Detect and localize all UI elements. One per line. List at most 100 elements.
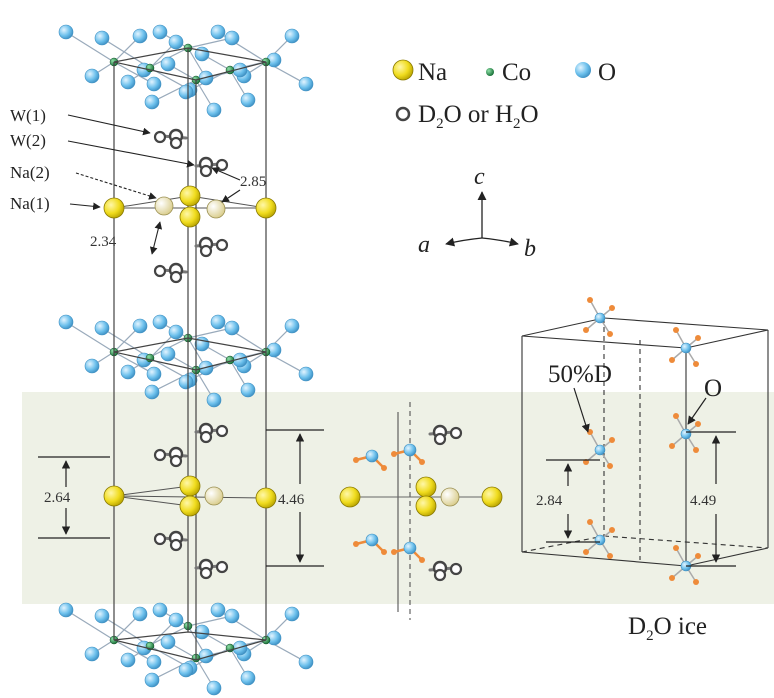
na-atom xyxy=(179,206,201,228)
distance-label: 2.84 xyxy=(536,493,563,509)
legend-na-label: Na xyxy=(418,59,447,86)
co-o-bond xyxy=(170,643,197,659)
distance-label: 4.46 xyxy=(278,492,305,508)
o-atom xyxy=(210,602,226,618)
water-deuterium xyxy=(433,432,447,446)
o-atom xyxy=(206,392,222,408)
co-o-bond xyxy=(187,47,205,76)
dimension-2-64 xyxy=(38,456,110,539)
o-atom xyxy=(206,680,222,696)
d2o-ice-cell xyxy=(521,317,769,567)
o-atom xyxy=(240,92,256,108)
na-atom xyxy=(103,485,125,507)
coo2-layer-middle xyxy=(58,314,314,408)
distance-label: 2.34 xyxy=(90,234,117,250)
co-o-bond xyxy=(170,355,197,371)
o-atom xyxy=(84,358,100,374)
co-o-bond xyxy=(229,359,247,388)
dimension-2-84 xyxy=(546,459,600,543)
label-w1: W(1) xyxy=(10,106,46,125)
upper-na-layer xyxy=(103,185,277,228)
deuterium-atom xyxy=(391,549,397,555)
legend-o-label: O xyxy=(598,59,616,86)
deuterium-atom xyxy=(695,553,701,559)
water-deuterium xyxy=(199,566,213,580)
o-atom xyxy=(284,28,300,44)
o-atom xyxy=(194,336,210,352)
o-atom xyxy=(210,24,226,40)
middle-water-molecules xyxy=(353,424,463,582)
co-o-bond xyxy=(187,616,228,627)
o-atom xyxy=(168,34,184,50)
water-deuterium xyxy=(153,264,167,278)
co-o-bond xyxy=(70,324,115,353)
na-atom xyxy=(179,185,201,207)
na2-atom xyxy=(154,196,174,216)
o-atom xyxy=(120,74,136,90)
distance-label: 4.49 xyxy=(690,493,716,509)
o-atom xyxy=(178,84,194,100)
o-atom xyxy=(160,634,176,650)
deuterium-atom xyxy=(669,357,675,363)
o-atom xyxy=(84,646,100,662)
o-atom xyxy=(365,449,379,463)
o-atom xyxy=(403,541,417,555)
co-o-bond xyxy=(113,351,151,373)
water-deuterium xyxy=(215,238,229,252)
lower-water-molecules xyxy=(153,422,229,580)
axis-c-label: c xyxy=(474,164,485,190)
water-deuterium xyxy=(215,158,229,172)
o-atom xyxy=(84,68,100,84)
water-deuterium xyxy=(215,424,229,438)
distance-label: 2.64 xyxy=(44,490,71,506)
deuterium-atom xyxy=(669,443,675,449)
o-atom xyxy=(594,312,606,324)
o-atom xyxy=(146,654,162,670)
co-o-bond xyxy=(70,34,115,63)
o-atom xyxy=(94,30,110,46)
deuterium-atom xyxy=(693,579,699,585)
o-atom xyxy=(206,102,222,118)
deuterium-atom xyxy=(695,335,701,341)
o-atom xyxy=(240,670,256,686)
na-atom xyxy=(179,495,201,517)
dimension-4-49 xyxy=(686,431,736,567)
legend: Na Co O D2O or H2O xyxy=(392,59,616,132)
o-atom xyxy=(224,30,240,46)
dimension-4-46 xyxy=(266,429,324,567)
deuterium-atom xyxy=(607,463,613,469)
water-deuterium xyxy=(169,538,183,552)
water-deuterium xyxy=(199,430,213,444)
deuterium-atom xyxy=(673,327,679,333)
co-o-bond xyxy=(187,38,228,49)
co-o-bond xyxy=(149,645,187,667)
co-o-bond xyxy=(113,616,138,641)
axis-a-label: a xyxy=(418,232,430,258)
na-atom xyxy=(415,476,437,498)
deuteration-pointer xyxy=(573,387,590,433)
co-o-bond xyxy=(113,639,151,661)
deuterium-atom xyxy=(353,541,359,547)
ice-oxygen-label: O xyxy=(704,375,722,402)
co-o-bond xyxy=(204,55,231,71)
deuterium-atom xyxy=(673,545,679,551)
axes-indicator: c a b xyxy=(418,164,536,262)
o-atom xyxy=(168,612,184,628)
o-atom xyxy=(94,608,110,624)
co-o-bond xyxy=(195,79,213,108)
na2-atom xyxy=(204,486,224,506)
ice-molecules xyxy=(583,297,701,585)
deuterium-atom xyxy=(583,327,589,333)
label-na1: Na(1) xyxy=(10,194,50,213)
na-atom xyxy=(179,475,201,497)
o-atom xyxy=(210,314,226,330)
deuterium-atom xyxy=(419,557,425,563)
oxygen-pointer xyxy=(687,397,707,425)
o-atom xyxy=(58,602,74,618)
water-deuterium xyxy=(215,560,229,574)
o-atom xyxy=(160,56,176,72)
o-atom xyxy=(144,672,160,688)
o-atom xyxy=(178,374,194,390)
water-deuterium xyxy=(433,568,447,582)
deuterium-atom xyxy=(669,575,675,581)
